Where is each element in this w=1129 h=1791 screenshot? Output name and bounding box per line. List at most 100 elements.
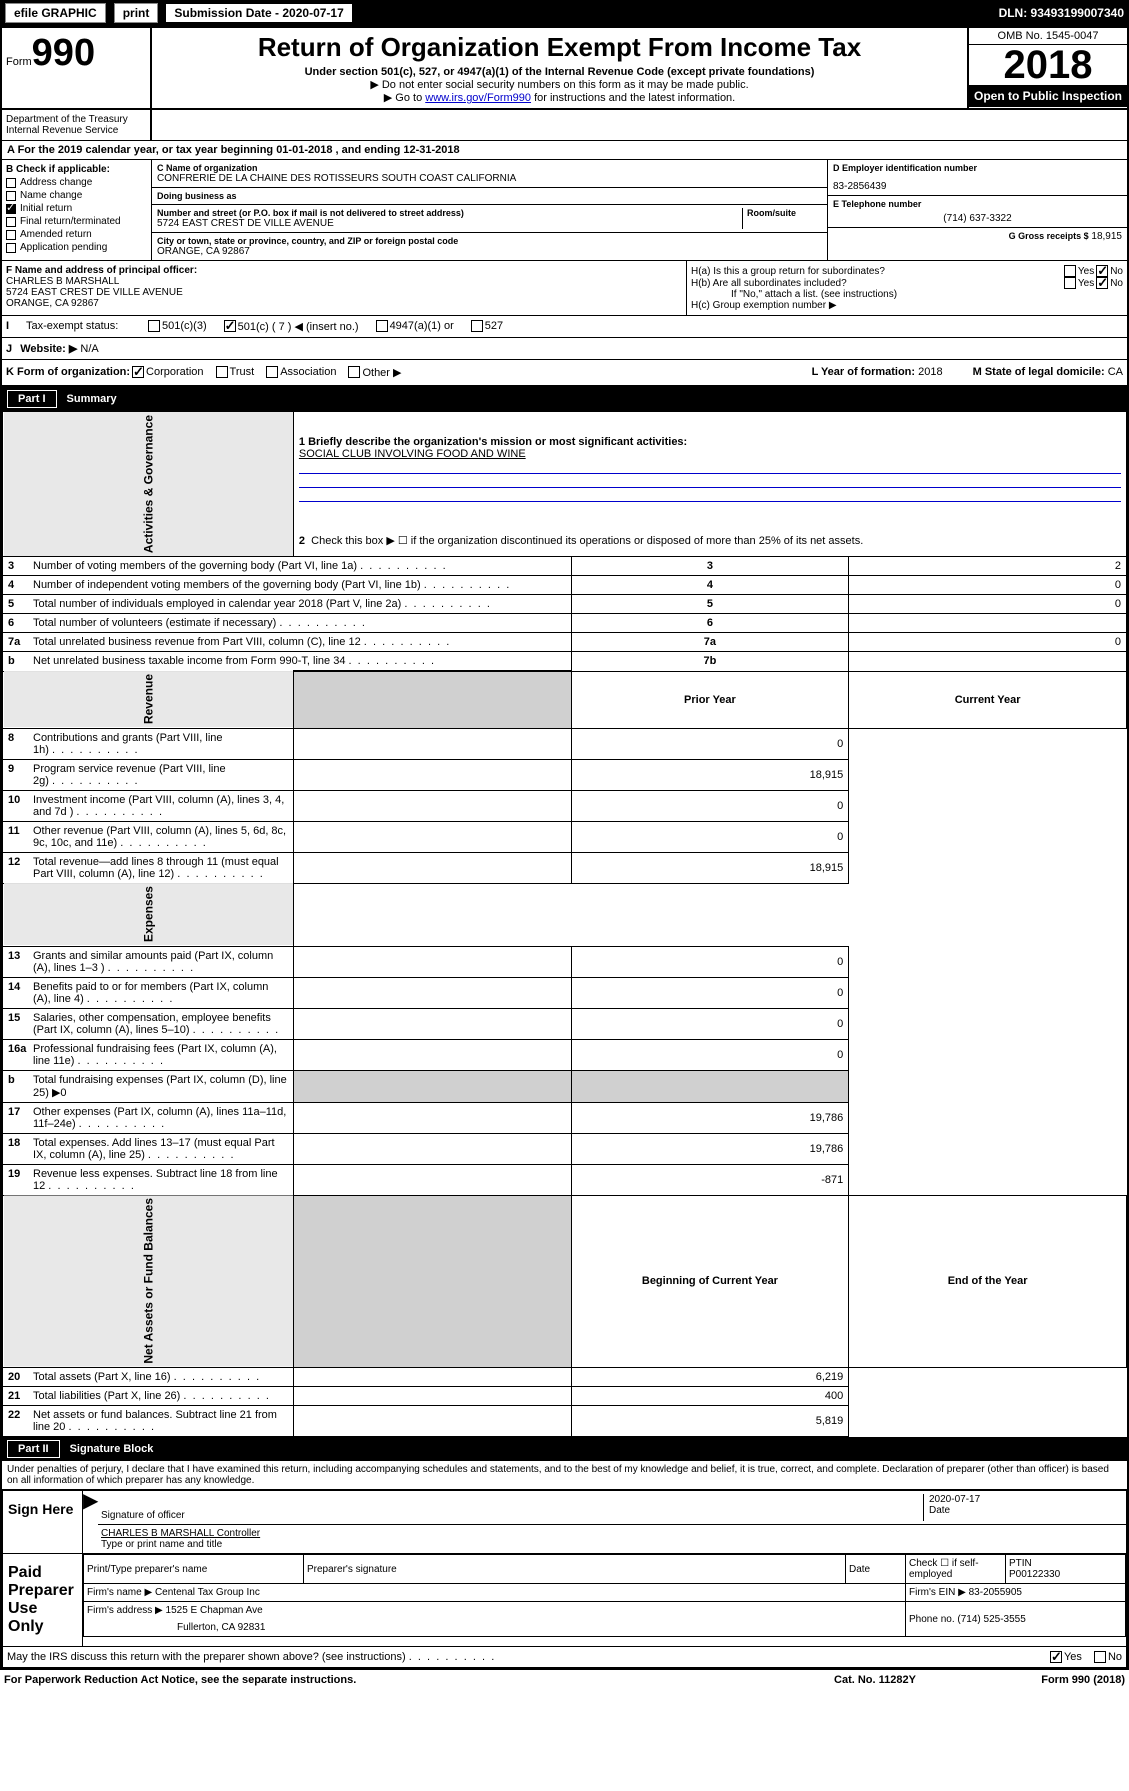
- website: N/A: [80, 343, 98, 355]
- summary-row-3: 3Number of voting members of the governi…: [3, 557, 1127, 576]
- footer: For Paperwork Reduction Act Notice, see …: [0, 1670, 1129, 1690]
- summary-row-10: 10Investment income (Part VIII, column (…: [3, 790, 1127, 821]
- name-lbl: Type or print name and title: [101, 1539, 1123, 1550]
- ptin: P00122330: [1009, 1569, 1122, 1580]
- summary-row-14: 14Benefits paid to or for members (Part …: [3, 977, 1127, 1008]
- sign-block: Sign Here ▶ Signature of officer 2020-07…: [2, 1490, 1127, 1554]
- part2-title: Signature Block: [70, 1443, 154, 1455]
- chk-name-change[interactable]: Name change: [6, 190, 147, 201]
- pra: For Paperwork Reduction Act Notice, see …: [4, 1674, 775, 1686]
- addr: 5724 EAST CREST DE VILLE AVENUE: [157, 218, 742, 229]
- l-label: L Year of formation:: [812, 366, 916, 379]
- chk-address-change[interactable]: Address change: [6, 177, 147, 188]
- sidebar-exp: Expenses: [3, 883, 294, 946]
- form-word: Form: [6, 56, 32, 68]
- open-public: Open to Public Inspection: [969, 85, 1127, 107]
- part1-title: Summary: [67, 393, 117, 405]
- summary-table: Activities & Governance 1 Briefly descri…: [2, 411, 1127, 1437]
- chk-final-return-terminated[interactable]: Final return/terminated: [6, 216, 147, 227]
- prior-year-hdr: Prior Year: [571, 671, 849, 728]
- summary-row-20: 20Total assets (Part X, line 16)6,219: [3, 1368, 1127, 1387]
- k-assoc[interactable]: [266, 366, 278, 378]
- gross: 18,915: [1091, 231, 1122, 242]
- irs-link[interactable]: www.irs.gov/Form990: [425, 92, 531, 104]
- cat-no: Cat. No. 11282Y: [775, 1674, 975, 1686]
- summary-row-b: bTotal fundraising expenses (Part IX, co…: [3, 1070, 1127, 1102]
- tax-year: 2018: [969, 45, 1127, 85]
- summary-row-6: 6Total number of volunteers (estimate if…: [3, 614, 1127, 633]
- chk-application-pending[interactable]: Application pending: [6, 242, 147, 253]
- hb-lbl: H(b) Are all subordinates included?: [691, 278, 1062, 289]
- ha-yes[interactable]: [1064, 265, 1076, 277]
- ptin-lbl: PTIN: [1009, 1558, 1122, 1569]
- summary-row-16a: 16aProfessional fundraising fees (Part I…: [3, 1039, 1127, 1070]
- summary-row-18: 18Total expenses. Add lines 13–17 (must …: [3, 1133, 1127, 1164]
- row-i: I Tax-exempt status: 501(c)(3) 501(c) ( …: [2, 316, 1127, 338]
- date-lbl: Date: [929, 1505, 1123, 1516]
- m-val: CA: [1108, 366, 1123, 379]
- ein: 83-2856439: [833, 173, 1122, 192]
- preparer-label: Paid Preparer Use Only: [3, 1554, 83, 1646]
- form-990-box: Form990: [2, 28, 152, 108]
- section-b: B Check if applicable: Address changeNam…: [2, 160, 152, 260]
- top-bar: efile GRAPHIC print Submission Date - 20…: [0, 0, 1129, 26]
- preparer-block: Paid Preparer Use Only Print/Type prepar…: [2, 1554, 1127, 1647]
- sig-off-lbl: Signature of officer: [101, 1510, 923, 1521]
- i-501c3[interactable]: [148, 320, 160, 332]
- title-box: Return of Organization Exempt From Incom…: [152, 28, 967, 108]
- tel: (714) 637-3322: [833, 209, 1122, 224]
- firm-addr: 1525 E Chapman Ave: [166, 1605, 263, 1616]
- discuss-no[interactable]: [1094, 1651, 1106, 1663]
- part1-label: Part I: [7, 390, 57, 408]
- discuss-yes[interactable]: [1050, 1651, 1062, 1663]
- print-btn[interactable]: print: [114, 3, 159, 23]
- summary-row-17: 17Other expenses (Part IX, column (A), l…: [3, 1102, 1127, 1133]
- c-name-lbl: C Name of organization: [157, 163, 822, 173]
- city: ORANGE, CA 92867: [157, 246, 822, 257]
- summary-row-8: 8Contributions and grants (Part VIII, li…: [3, 728, 1127, 759]
- sidebar-rev: Revenue: [3, 671, 294, 728]
- officer-name: CHARLES B MARSHALL: [6, 276, 682, 287]
- current-year-hdr: Current Year: [849, 671, 1127, 728]
- org-name: CONFRERIE DE LA CHAINE DES ROTISSEURS SO…: [157, 173, 822, 184]
- i-label: Tax-exempt status:: [26, 320, 146, 333]
- subtitle: Under section 501(c), 527, or 4947(a)(1)…: [156, 66, 963, 78]
- hb-no[interactable]: [1096, 277, 1108, 289]
- main-info: B Check if applicable: Address changeNam…: [2, 160, 1127, 261]
- line1-lbl: 1 Briefly describe the organization's mi…: [299, 436, 1121, 448]
- k-trust[interactable]: [216, 366, 228, 378]
- ein-lbl: D Employer identification number: [833, 163, 1122, 173]
- firm-ein: 83-2055905: [969, 1587, 1022, 1598]
- i-4947[interactable]: [376, 320, 388, 332]
- note1: ▶ Do not enter social security numbers o…: [156, 78, 963, 91]
- part2-label: Part II: [7, 1440, 60, 1458]
- discuss-q: May the IRS discuss this return with the…: [7, 1651, 1048, 1663]
- j-label: Website: ▶: [20, 343, 77, 355]
- dept-box: Department of the Treasury Internal Reve…: [2, 110, 152, 140]
- form-container: Form990 Return of Organization Exempt Fr…: [0, 26, 1129, 1670]
- i-527[interactable]: [471, 320, 483, 332]
- hb-yes[interactable]: [1064, 277, 1076, 289]
- efile-btn[interactable]: efile GRAPHIC: [5, 3, 106, 23]
- prep-h3: Date: [846, 1555, 906, 1584]
- chk-initial-return[interactable]: Initial return: [6, 203, 147, 214]
- hc-lbl: H(c) Group exemption number ▶: [691, 300, 1123, 311]
- addr-lbl: Number and street (or P.O. box if mail i…: [157, 208, 742, 218]
- sidebar-net: Net Assets or Fund Balances: [3, 1195, 294, 1368]
- k-other[interactable]: [348, 366, 360, 378]
- chk-amended-return[interactable]: Amended return: [6, 229, 147, 240]
- i-501c[interactable]: [224, 320, 236, 332]
- section-c: C Name of organization CONFRERIE DE LA C…: [152, 160, 827, 260]
- firm-phone: (714) 525-3555: [957, 1614, 1025, 1625]
- gross-lbl: G Gross receipts $: [1009, 231, 1089, 241]
- k-corp[interactable]: [132, 366, 144, 378]
- mission: SOCIAL CLUB INVOLVING FOOD AND WINE: [299, 448, 1121, 460]
- sidebar-gov: Activities & Governance: [3, 412, 294, 557]
- penalty-text: Under penalties of perjury, I declare th…: [2, 1461, 1127, 1490]
- sign-here-label: Sign Here: [3, 1491, 83, 1553]
- row-j: J Website: ▶ N/A: [2, 338, 1127, 360]
- period-row: A For the 2019 calendar year, or tax yea…: [2, 141, 1127, 160]
- sign-date: 2020-07-17: [929, 1494, 1123, 1505]
- discuss-row: May the IRS discuss this return with the…: [2, 1647, 1127, 1668]
- firm-name: Centenal Tax Group Inc: [155, 1587, 260, 1598]
